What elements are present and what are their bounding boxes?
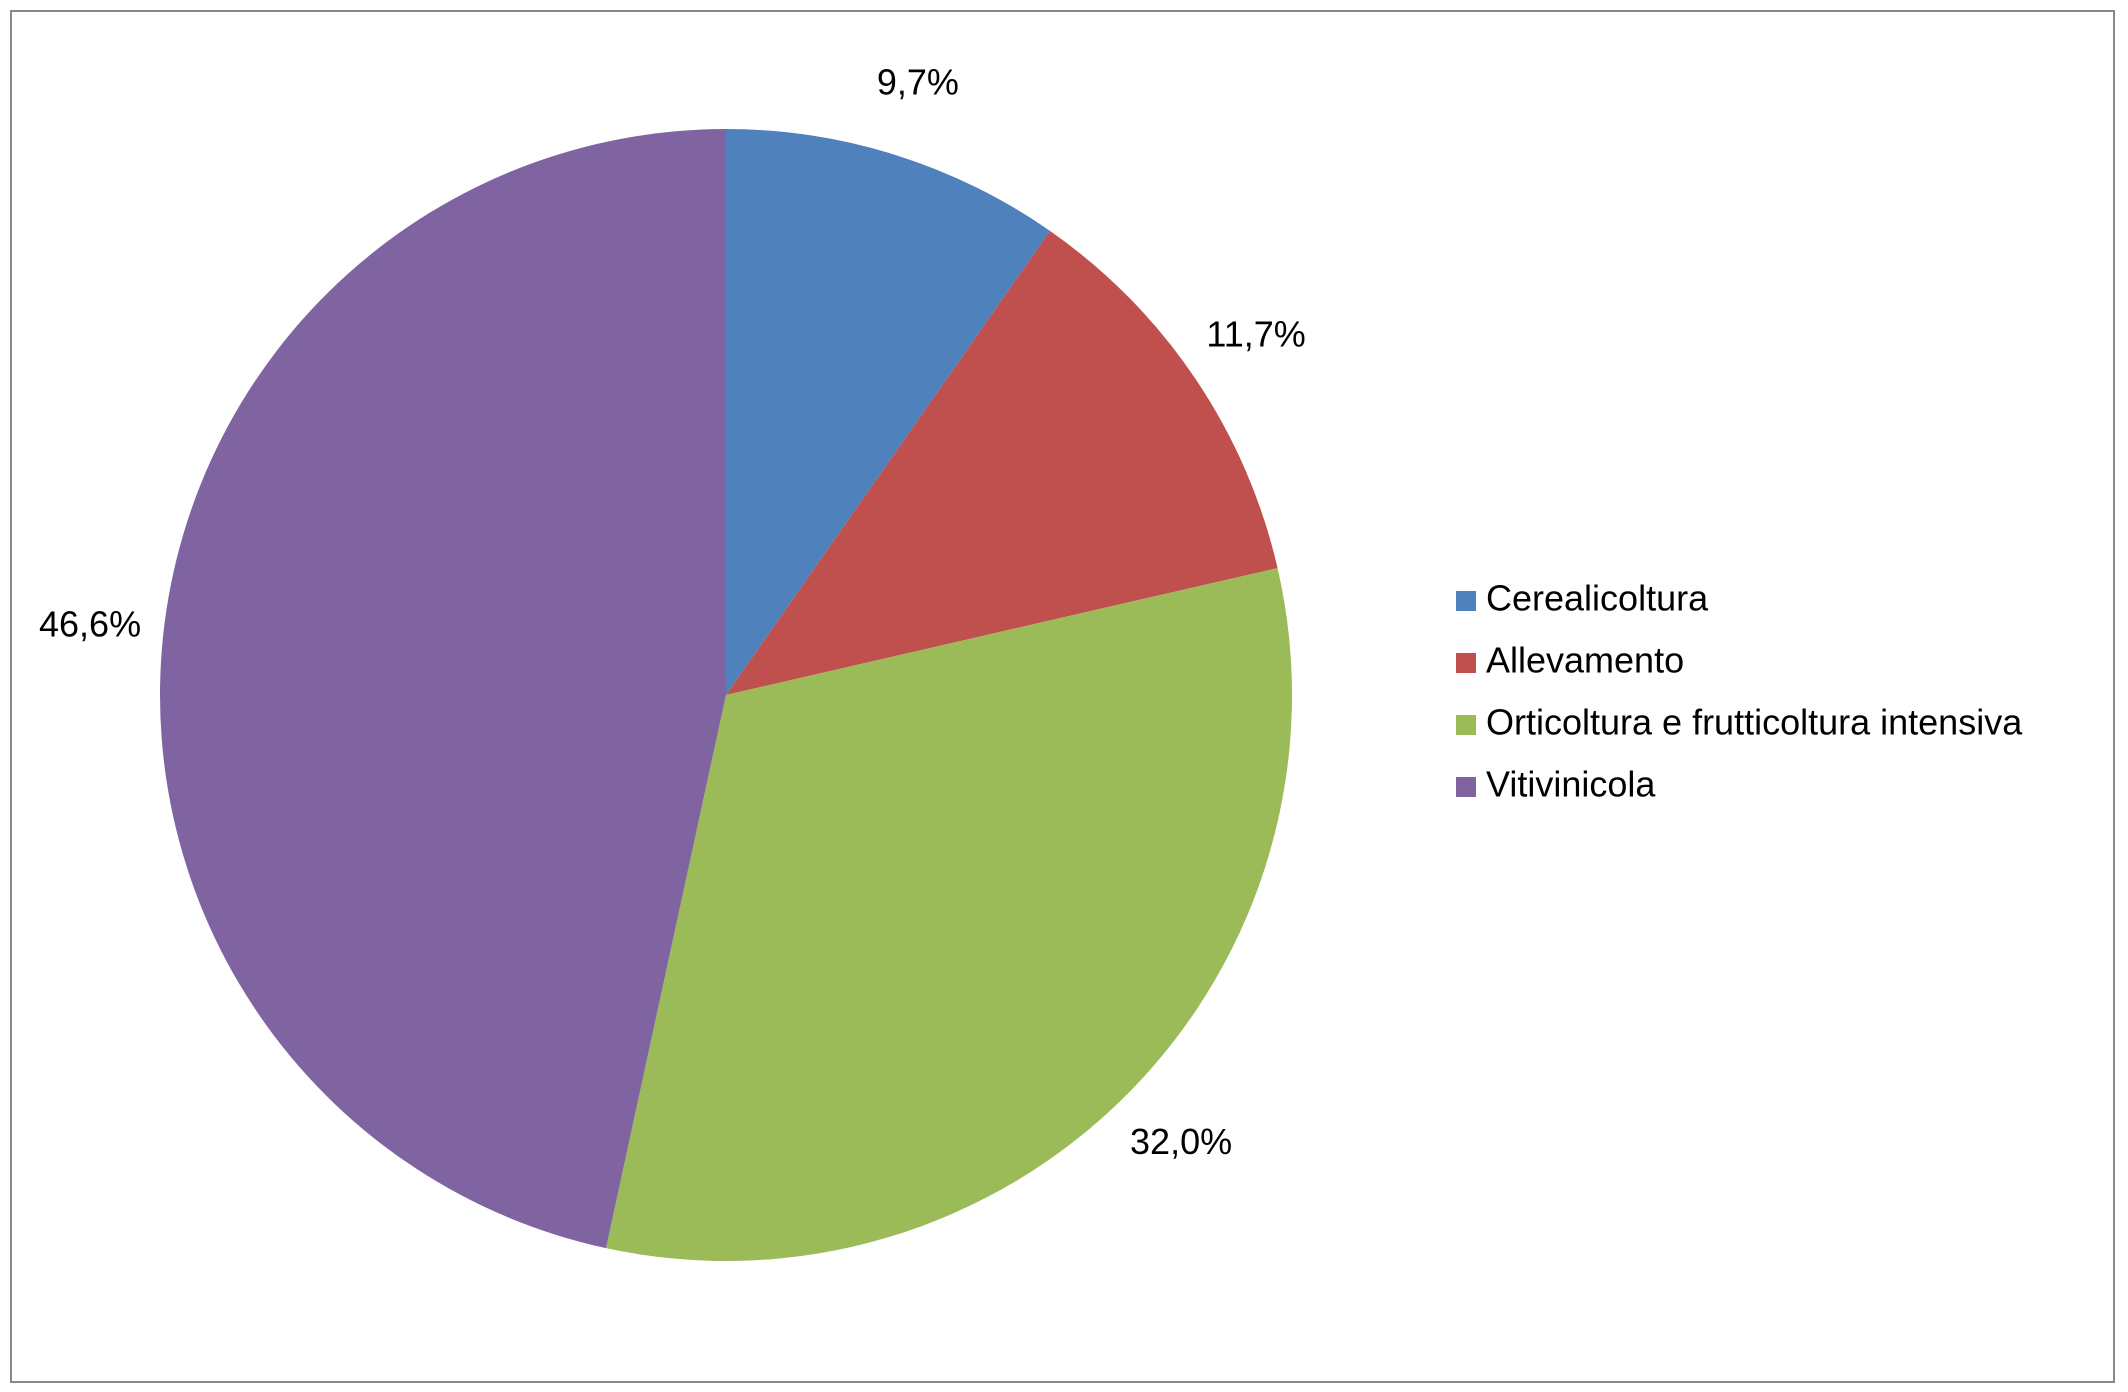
legend-swatch bbox=[1456, 653, 1476, 673]
legend-swatch bbox=[1456, 591, 1476, 611]
legend-label: Vitivinicola bbox=[1486, 764, 1656, 805]
pie-slice bbox=[726, 129, 1050, 695]
legend-swatch bbox=[1456, 777, 1476, 797]
legend-label: Cerealicoltura bbox=[1486, 578, 1709, 619]
data-label: 11,7% bbox=[1206, 314, 1305, 355]
data-label: 32,0% bbox=[1130, 1121, 1232, 1162]
pie-slice bbox=[726, 230, 1278, 695]
legend-label: Allevamento bbox=[1486, 640, 1684, 681]
data-label: 9,7% bbox=[877, 61, 959, 102]
data-label: 46,6% bbox=[39, 603, 141, 644]
pie-slice bbox=[159, 129, 726, 1249]
pie-slice bbox=[606, 568, 1292, 1261]
legend-label: Orticoltura e frutticoltura intensiva bbox=[1486, 702, 2023, 743]
legend-swatch bbox=[1456, 715, 1476, 735]
